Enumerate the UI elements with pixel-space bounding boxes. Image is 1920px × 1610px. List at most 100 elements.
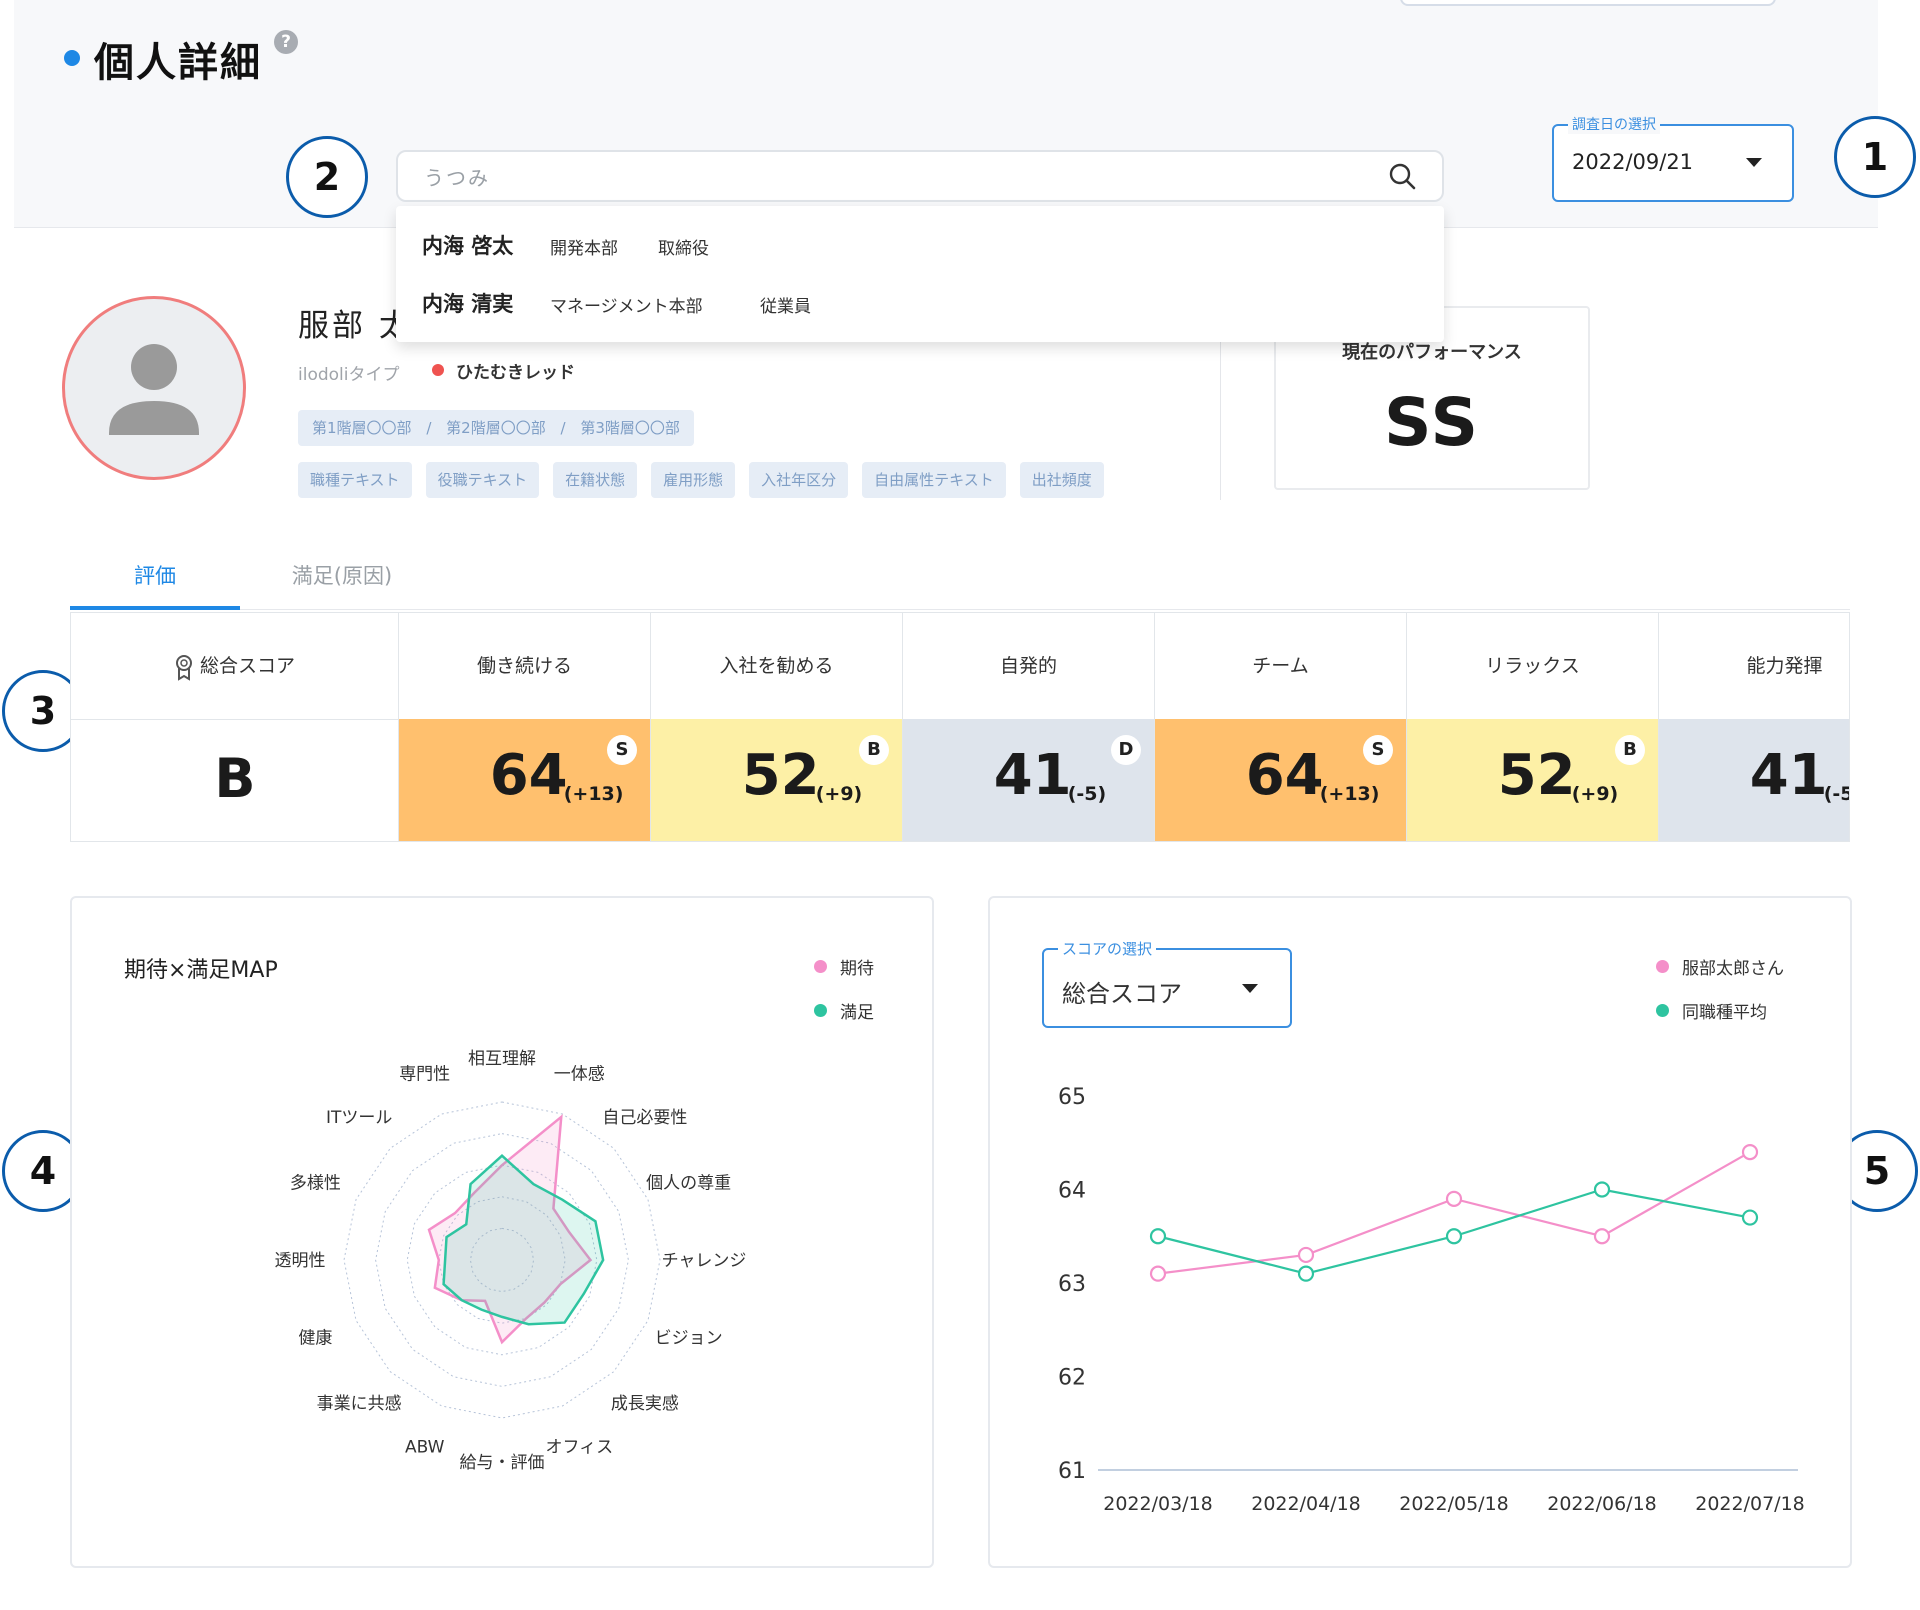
radar-grid-ring bbox=[438, 1196, 566, 1324]
legend-dot-average bbox=[1656, 1004, 1669, 1017]
attribute-tags: 職種テキスト 役職テキスト 在籍状態 雇用形態 入社年区分 自由属性テキスト 出… bbox=[298, 462, 1104, 498]
score-delta: (+13) bbox=[1319, 783, 1380, 805]
suggestion-item[interactable]: 内海 清実 マネージメント本部 従業員 bbox=[396, 274, 1444, 330]
score-value: 64 bbox=[1245, 743, 1324, 808]
grade-badge: B bbox=[859, 735, 889, 765]
x-tick-label: 2022/06/18 bbox=[1547, 1493, 1657, 1515]
score-header: リラックス bbox=[1407, 613, 1658, 720]
top-partial-control bbox=[1400, 0, 1776, 6]
grade-badge: S bbox=[1363, 735, 1393, 765]
score-body: 52 (+9) bbox=[651, 719, 902, 841]
score-header: チーム bbox=[1155, 613, 1406, 720]
search-placeholder: うつみ bbox=[424, 166, 490, 190]
data-point-person bbox=[1593, 1228, 1611, 1245]
radar-axis-label: 相互理解 bbox=[468, 1049, 536, 1069]
legend-dot-person bbox=[1656, 960, 1669, 973]
radar-axis-label: 一体感 bbox=[554, 1064, 605, 1084]
grade-badge: B bbox=[1615, 735, 1645, 765]
suggestion-name: 内海 啓太 bbox=[422, 234, 514, 258]
score-select-legend: スコアの選択 bbox=[1058, 938, 1157, 959]
score-delta: (+13) bbox=[563, 783, 624, 805]
attribute-tag: 入社年区分 bbox=[749, 462, 849, 498]
type-value: ひたむきレッド bbox=[456, 363, 575, 383]
radar-axis-label: 給与・評価 bbox=[460, 1453, 545, 1473]
divider bbox=[1220, 330, 1221, 500]
radar-axis-label: 個人の尊重 bbox=[646, 1174, 731, 1194]
survey-date-select[interactable] bbox=[1552, 124, 1794, 202]
x-tick-label: 2022/07/18 bbox=[1695, 1493, 1805, 1515]
legend-dot-satisfaction bbox=[814, 1004, 827, 1017]
score-cell[interactable]: 自発的 41 (-5) D bbox=[903, 613, 1155, 841]
legend-average: 同職種平均 bbox=[1682, 1003, 1767, 1023]
line-chart: 61 62 63 64 65 2022/03/18 2022/04/18 2022/05/18… bbox=[1058, 1085, 1805, 1515]
radar-grid-ring bbox=[375, 1133, 629, 1387]
score-cell[interactable]: リラックス 52 (+9) B bbox=[1407, 613, 1659, 841]
radar-axis-label: ABW bbox=[405, 1438, 445, 1458]
org-separator: / bbox=[426, 419, 432, 437]
data-point-average bbox=[1593, 1181, 1611, 1198]
tab-bar-line bbox=[70, 609, 1850, 610]
score-body: 41(-5) bbox=[903, 719, 1154, 841]
data-point-person bbox=[1741, 1144, 1759, 1161]
employee-name: 服部 太 bbox=[298, 308, 413, 344]
suggestion-item[interactable]: 内海 啓太 開発本部 取締役 bbox=[396, 216, 1444, 272]
radar-axis-label: ビジョン bbox=[655, 1328, 723, 1348]
score-body: 41(-5) bbox=[1659, 719, 1849, 841]
attribute-tag: 自由属性テキスト bbox=[862, 462, 1006, 498]
y-tick-label: 65 bbox=[1058, 1085, 1086, 1110]
radar-axis-label: オフィス bbox=[545, 1438, 613, 1458]
score-value: 52 bbox=[741, 743, 820, 808]
score-select[interactable] bbox=[1042, 948, 1292, 1028]
score-delta: (+9) bbox=[1571, 783, 1619, 805]
suggestion-dept: マネージメント本部 bbox=[550, 297, 703, 317]
total-score-value: B bbox=[214, 747, 256, 810]
search-input[interactable] bbox=[396, 150, 1444, 202]
type-color-dot bbox=[432, 364, 444, 376]
data-point-person bbox=[1297, 1246, 1315, 1264]
y-tick-label: 63 bbox=[1058, 1272, 1086, 1297]
radar-axis-label: 専門性 bbox=[399, 1064, 450, 1084]
chevron-down-icon[interactable] bbox=[1746, 158, 1762, 167]
radar-axis-label: 自己必要性 bbox=[602, 1108, 687, 1128]
radar-axis-label: 透明性 bbox=[275, 1251, 326, 1271]
award-icon bbox=[175, 654, 192, 681]
score-cell[interactable]: 働き続ける 64 (+13) S bbox=[399, 613, 651, 841]
legend-satisfaction: 満足 bbox=[840, 1003, 874, 1023]
org-separator: / bbox=[560, 419, 566, 437]
search-icon[interactable] bbox=[1388, 162, 1418, 192]
x-tick-label: 2022/05/18 bbox=[1399, 1493, 1509, 1515]
person-icon bbox=[109, 344, 199, 435]
data-point-average bbox=[1297, 1265, 1315, 1282]
question-circle-icon[interactable]: ? bbox=[274, 30, 298, 54]
performance-value: SS bbox=[1383, 384, 1481, 461]
score-cell[interactable]: 入社を勧める 52 (+9) B bbox=[651, 613, 903, 841]
score-header: 働き続ける bbox=[399, 613, 650, 720]
search-suggestions: 内海 啓太 開発本部 取締役 内海 清実 マネージメント本部 従業員 bbox=[396, 206, 1444, 342]
score-value: 52 bbox=[1497, 743, 1576, 808]
org-level-1: 第1階層〇〇部 bbox=[312, 419, 412, 437]
org-level-3: 第3階層〇〇部 bbox=[580, 419, 680, 437]
data-point-person bbox=[1445, 1190, 1463, 1207]
chevron-down-icon[interactable] bbox=[1242, 984, 1258, 993]
callout-1: 1 bbox=[1834, 116, 1916, 198]
total-score-cell: 総合スコア B bbox=[71, 613, 399, 841]
data-point-average bbox=[1149, 1228, 1167, 1245]
score-body: 52 (+9) bbox=[1407, 719, 1658, 841]
avatar bbox=[62, 296, 246, 480]
score-cell[interactable]: チーム 64 (+13) S bbox=[1155, 613, 1407, 841]
score-delta: (-5) bbox=[1823, 783, 1849, 805]
data-point-person bbox=[1149, 1265, 1167, 1282]
score-header: 能力発揮 bbox=[1659, 613, 1849, 720]
page-title: 個人詳細 bbox=[94, 40, 262, 86]
tab-satisfaction[interactable]: 満足(原因) bbox=[291, 564, 393, 588]
score-delta: (+9) bbox=[815, 783, 863, 805]
y-tick-label: 64 bbox=[1058, 1179, 1086, 1204]
legend-dot-expectation bbox=[814, 960, 827, 973]
radar-title: 期待×満足MAP bbox=[124, 958, 278, 983]
score-delta: (-5) bbox=[1067, 783, 1107, 805]
suggestion-role: 従業員 bbox=[760, 297, 811, 317]
tab-evaluation[interactable]: 評価 bbox=[134, 564, 176, 588]
radar-series-expectation bbox=[427, 1114, 593, 1345]
score-value: 64 bbox=[489, 743, 568, 808]
